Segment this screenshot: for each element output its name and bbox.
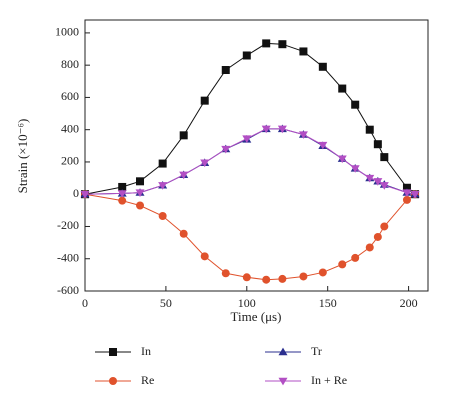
data-point: [365, 125, 374, 134]
data-point: [200, 159, 210, 168]
data-point: [242, 135, 252, 143]
data-point: [158, 159, 167, 168]
data-point: [351, 100, 360, 109]
data-point: [221, 66, 230, 75]
data-point: [262, 275, 271, 284]
legend-marker: [278, 377, 288, 386]
data-point: [299, 47, 308, 56]
data-point: [380, 153, 389, 162]
legend-label: In: [141, 344, 151, 358]
x-tick-label: 150: [319, 296, 337, 310]
y-tick-label: 600: [61, 89, 79, 103]
y-tick-label: 0: [73, 186, 79, 200]
data-point: [373, 232, 382, 241]
series-line: [84, 128, 416, 195]
legend-label: In + Re: [311, 373, 347, 387]
data-point: [221, 269, 230, 278]
data-point: [200, 252, 209, 261]
data-point: [365, 243, 374, 252]
data-point: [179, 171, 189, 180]
plot-frame: [84, 19, 429, 292]
data-point: [337, 155, 347, 164]
legend-label: Tr: [311, 344, 322, 358]
data-point: [261, 125, 271, 134]
data-point: [338, 84, 347, 93]
y-tick-label: -400: [57, 250, 79, 264]
data-point: [365, 174, 375, 183]
data-point: [298, 131, 308, 139]
data-point: [402, 189, 412, 198]
data-point: [179, 229, 188, 238]
data-point: [373, 178, 383, 186]
y-tick-label: 800: [61, 57, 79, 71]
y-axis-title: Strain (×10⁻⁶): [15, 119, 30, 194]
data-point: [379, 182, 389, 190]
data-point: [179, 131, 188, 140]
data-point: [158, 211, 167, 220]
data-point: [242, 51, 251, 60]
x-tick-label: 200: [400, 296, 418, 310]
y-tick-label: 200: [61, 154, 79, 168]
legend-marker: [278, 347, 288, 356]
data-point: [118, 196, 127, 205]
x-tick-label: 50: [160, 296, 172, 310]
data-point: [277, 125, 287, 134]
data-point: [402, 195, 411, 204]
data-point: [221, 145, 231, 154]
x-axis-title: Time (μs): [231, 309, 282, 324]
data-point: [242, 273, 251, 282]
data-point: [80, 191, 90, 199]
y-tick-label: -600: [57, 283, 79, 297]
data-point: [117, 190, 127, 198]
data-point: [278, 274, 287, 283]
data-point: [136, 201, 145, 210]
legend-marker: [109, 377, 117, 385]
data-point: [158, 182, 168, 190]
data-point: [278, 40, 287, 49]
data-point: [136, 177, 145, 186]
y-tick-label: -200: [57, 218, 79, 232]
data-point: [118, 182, 127, 191]
legend-label: Re: [141, 373, 154, 387]
y-tick-label: 400: [61, 121, 79, 135]
data-point: [402, 183, 411, 192]
data-point: [380, 222, 389, 231]
legend-marker: [109, 348, 117, 356]
data-point: [338, 260, 347, 269]
data-point: [410, 191, 420, 199]
x-tick-label: 100: [238, 296, 256, 310]
data-point: [318, 62, 327, 71]
data-point: [200, 96, 209, 105]
data-point: [318, 141, 328, 150]
data-point: [350, 165, 360, 173]
series-line: [84, 193, 416, 281]
series-line: [84, 128, 416, 195]
data-point: [373, 140, 382, 149]
data-point: [299, 272, 308, 281]
data-point: [135, 189, 145, 198]
x-tick-label: 0: [82, 296, 88, 310]
data-point: [262, 39, 271, 48]
data-point: [318, 268, 327, 277]
data-point: [351, 253, 360, 262]
series-line: [84, 42, 416, 195]
y-tick-label: 1000: [55, 25, 79, 39]
